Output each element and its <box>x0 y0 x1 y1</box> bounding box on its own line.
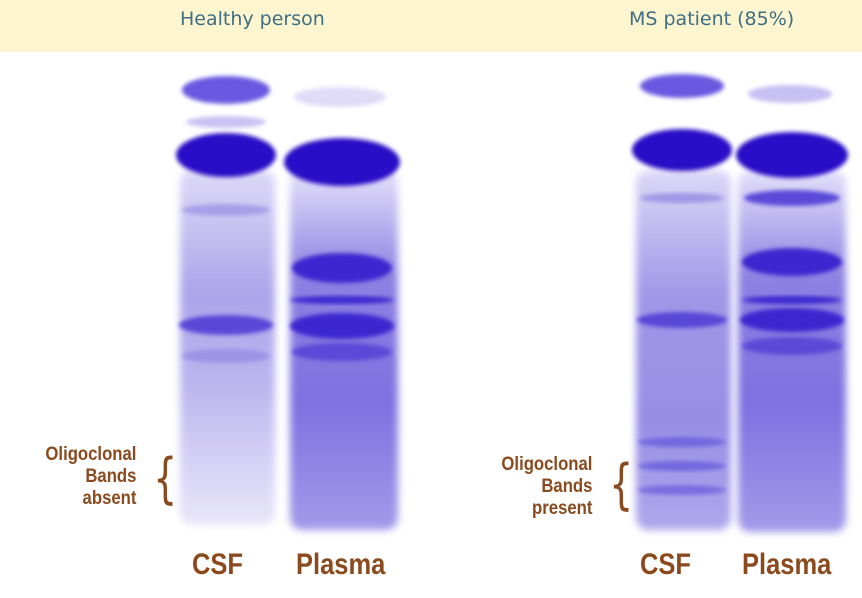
healthy-plasma-lane <box>284 87 400 530</box>
healthy-csf-label: CSF <box>192 548 243 581</box>
ms-csf-label: CSF <box>640 548 691 581</box>
ms-plasma-label: Plasma <box>742 548 832 581</box>
ms-brace: { <box>609 453 634 516</box>
ocb-label-line-2: Bands <box>84 466 136 487</box>
ocb-label-line-1: Oligoclonal <box>500 454 592 475</box>
healthy-oligoclonal-label: Oligoclonal Bands absent <box>45 444 136 510</box>
ms-csf-lane <box>632 74 732 530</box>
ms-plasma-lane <box>736 85 848 532</box>
healthy-panel-title: Healthy person <box>180 8 325 30</box>
ms-oligoclonal-label: Oligoclonal Bands present <box>501 454 592 520</box>
healthy-brace: { <box>153 447 178 510</box>
ocb-label-line-3: absent <box>82 488 136 509</box>
ms-panel-title: MS patient (85%) <box>629 8 795 30</box>
ocb-label-line-1: Oligoclonal <box>44 444 136 465</box>
healthy-csf-lane <box>176 76 276 525</box>
healthy-plasma-label: Plasma <box>296 548 386 581</box>
ocb-label-line-3: present <box>531 498 592 519</box>
ocb-label-line-2: Bands <box>540 476 592 497</box>
header-strip <box>0 0 862 52</box>
